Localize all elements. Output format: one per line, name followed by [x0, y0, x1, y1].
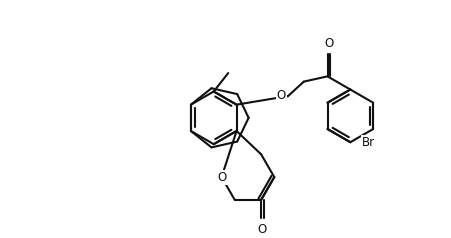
Text: O: O — [276, 89, 286, 102]
Text: O: O — [325, 37, 334, 50]
Text: Br: Br — [362, 136, 375, 149]
Text: O: O — [217, 171, 227, 183]
Text: O: O — [258, 223, 267, 236]
